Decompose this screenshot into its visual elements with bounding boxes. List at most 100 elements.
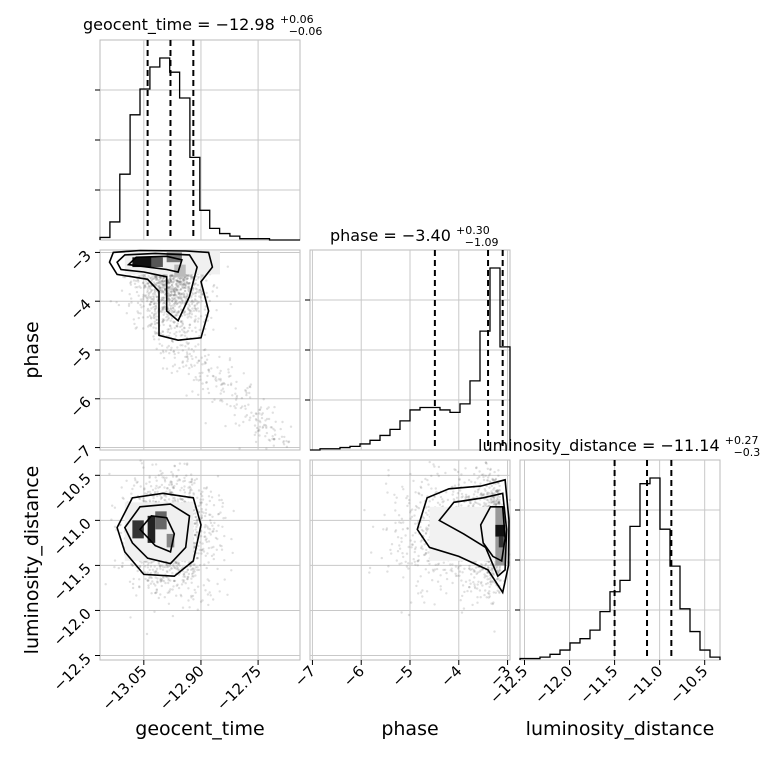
sample-point — [155, 305, 158, 308]
sample-point — [409, 509, 412, 512]
sample-point — [159, 593, 162, 596]
sample-point — [139, 565, 142, 568]
sample-point — [493, 470, 496, 474]
sample-point — [192, 493, 195, 496]
sample-point — [458, 570, 462, 573]
sample-point — [387, 474, 390, 477]
sample-point — [149, 565, 153, 568]
sample-point — [460, 492, 464, 496]
sample-point — [170, 288, 173, 291]
sample-point — [497, 577, 500, 580]
sample-point — [411, 543, 414, 546]
sample-point — [413, 560, 416, 563]
sample-point — [146, 296, 149, 299]
sample-point — [258, 419, 261, 422]
sample-point — [234, 387, 237, 390]
sample-point — [190, 488, 193, 492]
sample-point — [207, 546, 211, 550]
sample-point — [155, 479, 158, 482]
sample-point — [192, 546, 196, 549]
sample-point — [189, 363, 193, 366]
sample-point — [164, 284, 167, 288]
sample-point — [219, 392, 222, 395]
contour-mid — [438, 492, 508, 578]
sample-point — [148, 568, 151, 572]
sample-point — [170, 371, 173, 375]
sample-point — [420, 539, 424, 542]
sample-point — [452, 490, 455, 493]
sample-point — [177, 563, 180, 566]
sample-point — [195, 521, 199, 525]
sample-point — [173, 566, 176, 569]
sample-point — [141, 499, 145, 502]
sample-point — [157, 486, 160, 489]
sample-point — [201, 542, 204, 545]
y-tick-label: −11.5 — [50, 560, 95, 605]
sample-point — [153, 317, 156, 320]
sample-point — [273, 429, 276, 432]
sample-point — [387, 469, 390, 472]
sample-point — [206, 374, 209, 378]
sample-point — [134, 327, 137, 330]
sample-point — [168, 491, 171, 494]
sample-point — [185, 281, 188, 284]
sample-point — [154, 275, 158, 278]
sample-point — [449, 569, 452, 572]
sample-point — [175, 282, 178, 285]
sample-point — [469, 502, 472, 505]
sample-point — [498, 564, 502, 568]
title-lumdist-minus: −0.36 — [734, 446, 760, 459]
sample-point — [223, 534, 226, 538]
sample-point — [132, 484, 136, 487]
sample-point — [161, 282, 164, 285]
sample-point — [193, 304, 197, 307]
sample-point — [439, 588, 442, 591]
sample-point — [203, 535, 206, 538]
sample-point — [169, 287, 172, 290]
sample-point — [169, 279, 172, 282]
sample-point — [491, 602, 495, 606]
sample-point — [173, 308, 176, 312]
sample-point — [188, 274, 192, 278]
sample-point — [191, 390, 194, 393]
contour-outer — [416, 478, 510, 595]
sample-point — [490, 490, 493, 493]
sample-point — [184, 284, 188, 288]
sample-point — [234, 406, 237, 410]
sample-point — [147, 284, 151, 288]
sample-point — [229, 383, 233, 387]
sample-point — [205, 381, 208, 384]
sample-point — [148, 296, 151, 299]
sample-point — [156, 285, 159, 288]
sample-point — [398, 521, 401, 524]
sample-point — [386, 570, 389, 573]
sample-point — [167, 296, 170, 300]
sample-point — [171, 310, 174, 313]
sample-point — [153, 490, 157, 494]
sample-point — [172, 281, 175, 284]
sample-point — [149, 295, 153, 299]
sample-point — [155, 282, 158, 285]
sample-point — [458, 478, 461, 482]
sample-point — [193, 300, 196, 303]
sample-point — [189, 309, 192, 312]
sample-point — [218, 544, 222, 547]
sample-point — [168, 483, 171, 486]
sample-point — [161, 280, 165, 283]
sample-point — [497, 502, 500, 505]
x-tick-label: −13.05 — [99, 662, 151, 714]
sample-point — [477, 502, 480, 505]
sample-point — [495, 490, 498, 493]
sample-point — [152, 281, 156, 284]
sample-point — [169, 290, 172, 293]
sample-point — [184, 286, 187, 289]
sample-point — [452, 498, 455, 501]
sample-point — [186, 568, 189, 571]
sample-point — [190, 275, 193, 279]
sample-point — [192, 575, 195, 578]
sample-point — [472, 493, 476, 496]
sample-point — [454, 468, 457, 472]
sample-point — [167, 292, 170, 296]
sample-point — [196, 307, 199, 310]
sample-point — [497, 500, 501, 503]
